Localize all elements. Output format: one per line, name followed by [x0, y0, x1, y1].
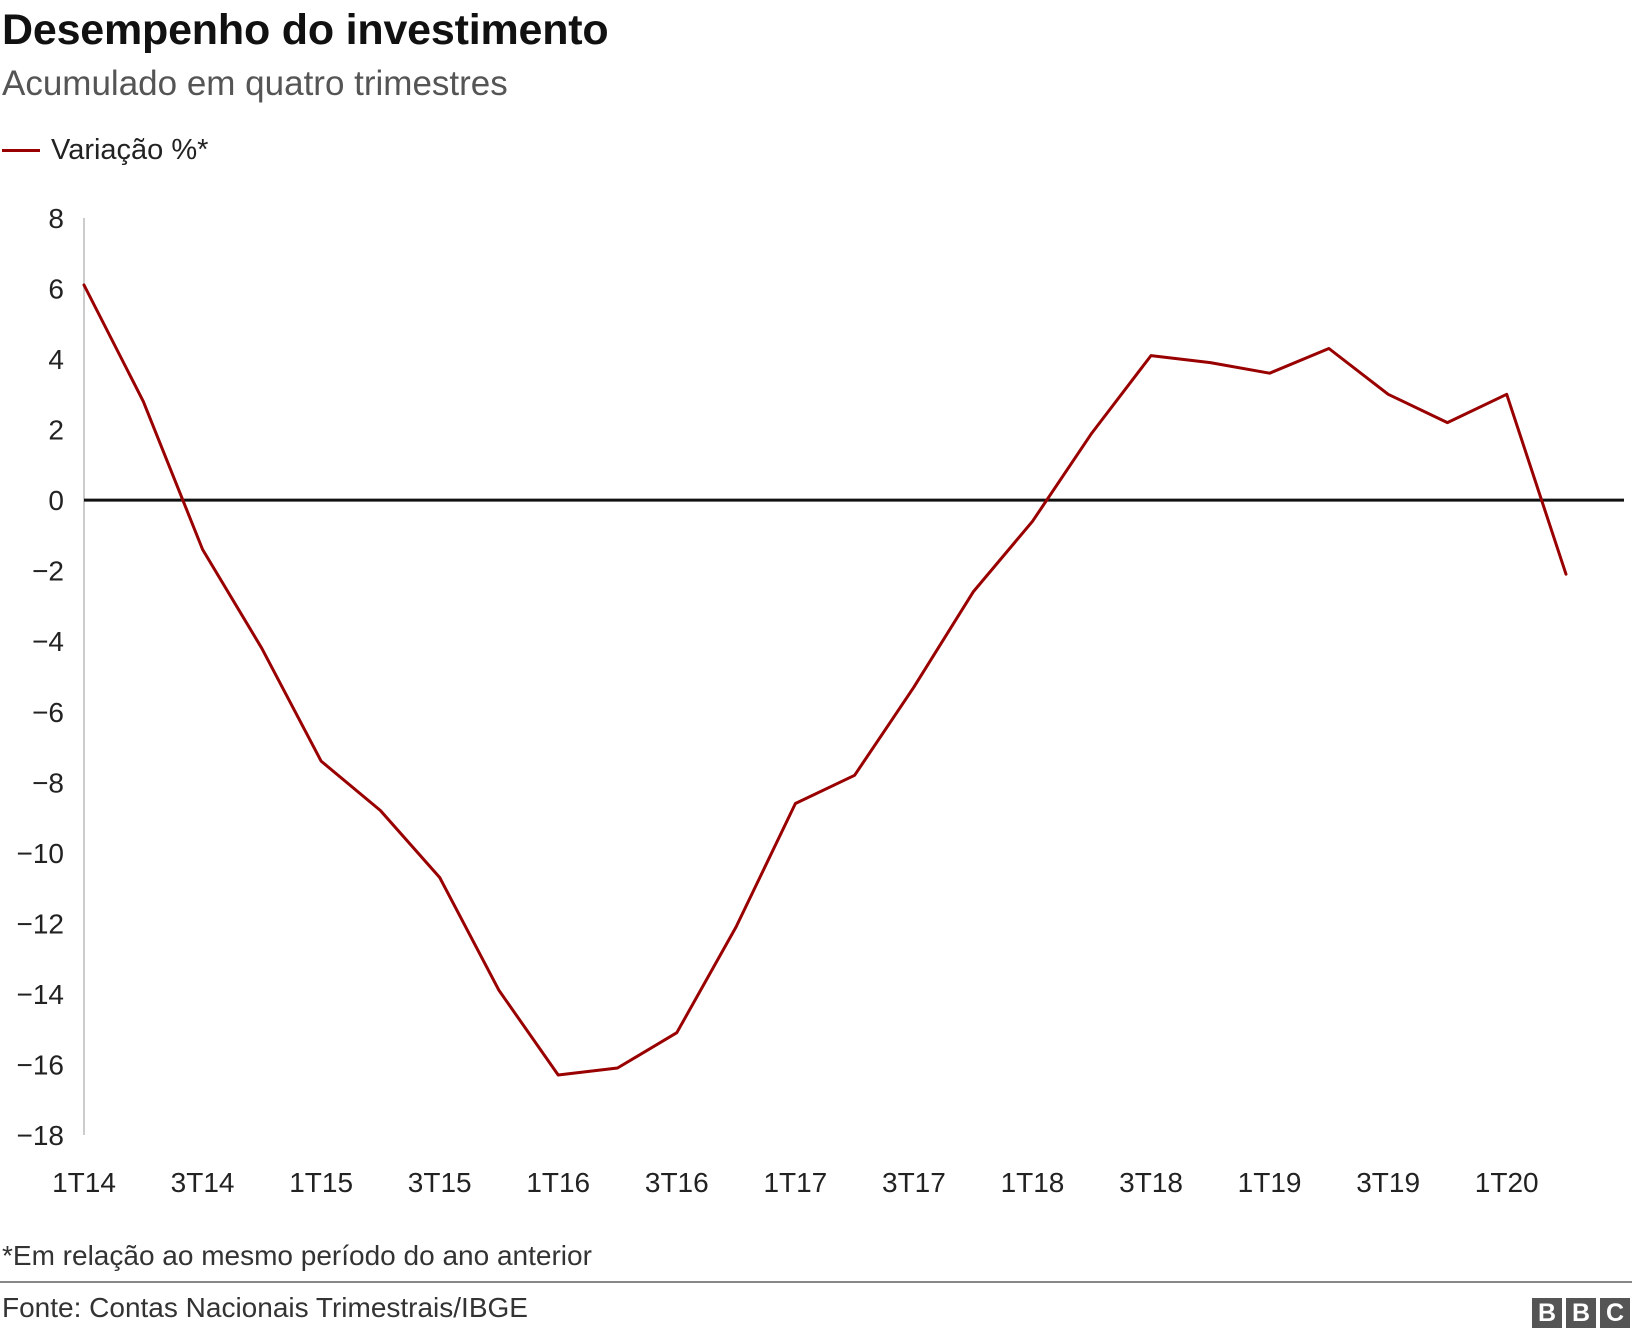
chart-subtitle: Acumulado em quatro trimestres: [2, 64, 508, 103]
series-group: [82, 283, 1624, 1077]
source-text: Fonte: Contas Nacionais Trimestrais/IBGE: [2, 1292, 528, 1323]
y-tick-label: 4: [48, 344, 64, 375]
y-tick-label: −4: [32, 626, 64, 657]
y-tick-label: −8: [32, 767, 64, 798]
x-tick-label: 3T19: [1356, 1167, 1420, 1198]
x-tick-label: 1T17: [763, 1167, 827, 1198]
y-tick-label: −16: [17, 1049, 65, 1080]
x-axis: 1T14 3T14 1T15 3T15 1T16 3T16 1T17 3T17 1T18 3T18…: [52, 1167, 1539, 1198]
y-tick-label: −2: [32, 556, 64, 587]
y-tick-label: 0: [48, 485, 64, 516]
x-tick-label: 3T17: [882, 1167, 946, 1198]
x-tick-label: 3T14: [171, 1167, 235, 1198]
x-tick-label: 3T15: [408, 1167, 472, 1198]
bbc-logo-letter: B: [1532, 1298, 1562, 1328]
y-tick-label: 8: [48, 203, 64, 234]
bbc-logo-letter: B: [1566, 1298, 1596, 1328]
footer-divider: [0, 1281, 1632, 1283]
y-tick-label: −18: [17, 1120, 65, 1151]
y-axis: 8 6 4 2 0 −2 −4 −6 −8 −10 −12 −14 −16 −18: [17, 203, 85, 1151]
x-tick-label: 1T16: [526, 1167, 590, 1198]
legend-swatch: [2, 149, 40, 152]
y-tick-label: −12: [17, 908, 65, 939]
y-tick-label: −10: [17, 838, 65, 869]
y-tick-label: 2: [48, 415, 64, 446]
x-tick-label: 1T18: [1001, 1167, 1065, 1198]
x-tick-label: 1T19: [1238, 1167, 1302, 1198]
y-tick-label: −6: [32, 697, 64, 728]
y-tick-label: −14: [17, 979, 65, 1010]
series-line: [82, 283, 1568, 1077]
x-tick-label: 1T15: [289, 1167, 353, 1198]
y-tick-label: 6: [48, 274, 64, 305]
legend: Variação %*: [2, 134, 208, 167]
footnote: *Em relação ao mesmo período do ano ante…: [2, 1240, 592, 1271]
x-tick-label: 1T20: [1475, 1167, 1539, 1198]
x-tick-label: 3T18: [1119, 1167, 1183, 1198]
x-tick-label: 3T16: [645, 1167, 709, 1198]
x-tick-label: 1T14: [52, 1167, 116, 1198]
chart-title: Desempenho do investimento: [2, 6, 609, 54]
bbc-logo: B B C: [1532, 1298, 1630, 1328]
legend-label: Variação %*: [51, 134, 209, 166]
bbc-logo-letter: C: [1600, 1298, 1630, 1328]
